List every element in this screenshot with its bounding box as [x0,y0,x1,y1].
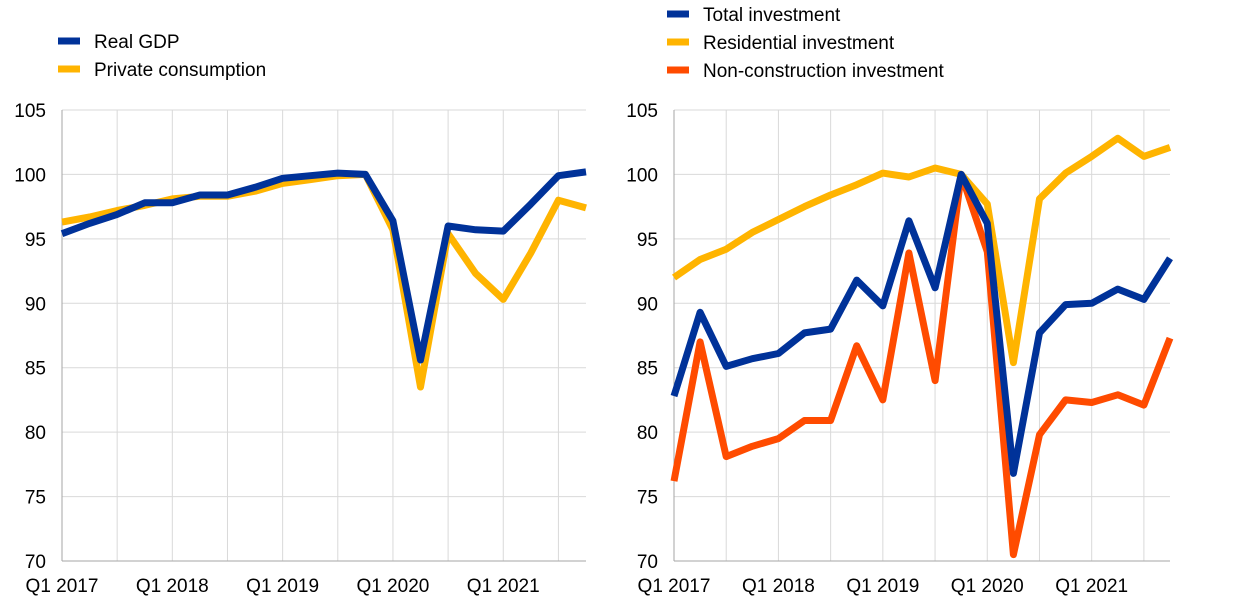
chart-panel-2: 70 75 80 85 90 95 100 105 Q1 2017 Q1 2018 Q1 2019 Q… [626,5,1174,597]
x-tick-label: Q1 2019 [246,576,319,597]
series-line-residential-investment [672,134,1172,367]
x-tick-label: Q1 2018 [136,576,209,597]
y-tick-label: 100 [626,165,658,186]
y-tick-label: 90 [637,294,658,315]
x-tick-label: Q1 2018 [742,576,815,597]
legend-label: Real GDP [94,32,180,53]
x-tick-label: Q1 2017 [638,576,711,597]
x-tick-label: Q1 2021 [1055,576,1128,597]
legend-label: Residential investment [703,33,895,54]
x-tick-label: Q1 2017 [26,576,99,597]
legend-label: Total investment [703,5,841,26]
y-tick-label: 105 [14,101,46,122]
x-tick-label: Q1 2019 [846,576,919,597]
x-tick-label: Q1 2020 [356,576,429,597]
y-tick-label: 95 [25,230,46,251]
y-tick-label: 75 [25,488,46,509]
legend-label: Private consumption [94,60,266,81]
y-tick-label: 75 [637,488,658,509]
y-tick-label: 105 [626,101,658,122]
x-tick-label: Q1 2021 [467,576,540,597]
y-tick-label: 95 [637,230,658,251]
y-tick-label: 90 [25,294,46,315]
y-tick-label: 85 [637,359,658,380]
x-tick-label: Q1 2020 [951,576,1024,597]
y-tick-label: 85 [25,359,46,380]
y-tick-label: 100 [14,165,46,186]
chart-panel-1: 70 75 80 85 90 95 100 105 Q1 2017 Q1 2018 Q1 2019 Q… [14,32,587,597]
series-line-total-investment [670,170,1173,477]
y-tick-label: 80 [25,423,46,444]
legend-label: Non-construction investment [703,61,944,82]
series-line-non-construction-investment [670,170,1174,559]
series-line-real-gdp [60,168,587,364]
y-tick-label: 80 [637,423,658,444]
y-tick-label: 70 [25,552,46,573]
y-tick-label: 70 [637,552,658,573]
